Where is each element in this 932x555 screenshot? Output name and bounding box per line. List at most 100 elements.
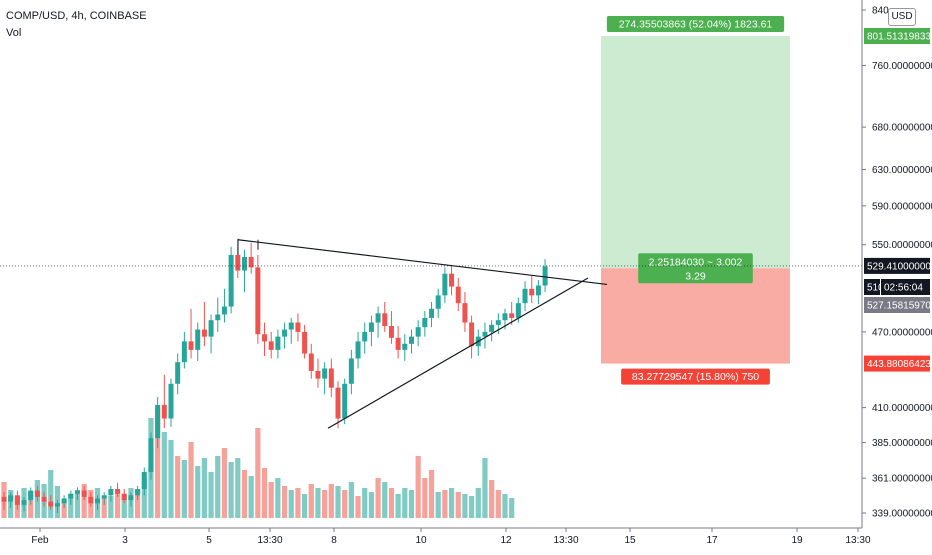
candle-body [221, 306, 227, 315]
candle-body [402, 343, 408, 350]
loss-zone [601, 268, 790, 364]
lower-trendline [327, 277, 589, 429]
volume-bar [308, 484, 314, 518]
stop-label-text: 83.27729547 (15.80%) 750 [632, 371, 759, 383]
volume-bar [275, 478, 281, 518]
candle-body [355, 341, 361, 359]
candle-body [34, 490, 40, 497]
volume-bar [495, 490, 501, 518]
candle-body [61, 498, 67, 504]
candle-body [455, 286, 461, 304]
candle-body [228, 254, 234, 307]
volume-bar [462, 494, 468, 518]
candle-body [302, 331, 308, 354]
volume-bar [335, 486, 341, 518]
candle-body [1, 496, 7, 502]
volume-bar [448, 488, 455, 518]
candle-series[interactable] [1, 239, 548, 513]
risk-reward-label-text: 2.25184030 ~ 3.002 [649, 256, 743, 268]
volume-bar [121, 494, 127, 518]
candle-body [368, 322, 374, 332]
candle-body [382, 313, 388, 327]
time-axis[interactable]: Feb 3 5 13:30 8 10 12 13:30 15 17 19 13:30 [0, 527, 871, 550]
volume-bar [188, 442, 194, 518]
price-tag-label: 510. [867, 283, 886, 294]
volume-bar [141, 478, 147, 518]
currency-button[interactable]: USD [888, 8, 916, 26]
candle-body [342, 383, 348, 419]
candle-body [168, 383, 174, 419]
long-position-tool[interactable]: 274.35503863 (52.04%) 1823.61 2.25184030 … [601, 15, 790, 385]
volume-bar [348, 482, 354, 518]
candle-body [308, 353, 314, 371]
volume-bar [81, 484, 87, 518]
candle-body [235, 254, 241, 271]
price-tick-label: 385.00000000 [872, 438, 932, 449]
candle-body [395, 337, 401, 350]
time-tick-label: 12 [500, 535, 512, 546]
time-tick-label: 13:30 [257, 535, 282, 546]
candle-body [74, 490, 80, 494]
volume-bar [215, 456, 221, 518]
volume-bar [155, 408, 161, 518]
volume-pane [1, 408, 515, 518]
symbol-title: COMP/USD, 4h, COINBASE [6, 10, 147, 22]
price-axis-bg [862, 0, 932, 550]
volume-bar [302, 494, 308, 518]
candle-body [275, 336, 281, 350]
volume-bar [221, 448, 228, 518]
price-tag-label: 02:56:04 [884, 283, 923, 294]
candle-body [115, 488, 121, 494]
volume-bar [101, 498, 107, 518]
volume-bar [328, 484, 334, 518]
candle-body [181, 341, 187, 363]
volume-bar [175, 456, 181, 518]
volume-bar [435, 492, 441, 518]
volume-bar [342, 490, 348, 518]
price-tick-label: 339.00000000 [872, 509, 932, 520]
candle-body [21, 500, 27, 505]
candle-body [141, 472, 147, 489]
candle-body [348, 358, 354, 384]
candle-body [101, 495, 107, 499]
price-tag [864, 297, 930, 313]
candle-body [48, 501, 54, 507]
candle-body [241, 256, 247, 271]
candle-body [449, 273, 455, 287]
candle-body [208, 320, 214, 337]
volume-bar [469, 496, 475, 518]
candle-body [322, 368, 328, 379]
volume-bar [161, 432, 167, 518]
time-tick-label: 13:30 [845, 535, 870, 546]
candle-body [195, 329, 201, 350]
volume-bar [288, 490, 294, 518]
volume-bar [268, 482, 274, 518]
volume-bar [402, 488, 408, 518]
price-tag-label: 527.15815970 [867, 301, 931, 312]
candle-body [435, 295, 441, 309]
candle-body [255, 267, 261, 335]
triangle-pattern-lines[interactable] [237, 238, 608, 429]
volume-bar [428, 470, 435, 518]
price-tag-label: 529.41000000 [867, 261, 931, 272]
candle-body [88, 496, 94, 504]
volume-indicator-label[interactable]: Vol [6, 27, 22, 39]
volume-bar [228, 462, 234, 518]
candle-body [442, 273, 448, 296]
candle-body [469, 322, 475, 347]
stop-label-bg [621, 368, 770, 385]
upper-trendline [237, 239, 608, 286]
volume-bar [482, 458, 488, 518]
candle-body [41, 496, 47, 502]
volume-bar [74, 490, 81, 518]
candle-body [121, 493, 127, 501]
price-tick-label: 760.00000000 [872, 61, 932, 72]
price-tick-label: 550.00000000 [872, 240, 932, 251]
volume-bar [255, 428, 261, 518]
target-label-text: 274.35503863 (52.04%) 1823.61 [619, 18, 773, 30]
risk-reward-label-text-2: 3.29 [685, 270, 706, 282]
candle-body [429, 308, 435, 318]
